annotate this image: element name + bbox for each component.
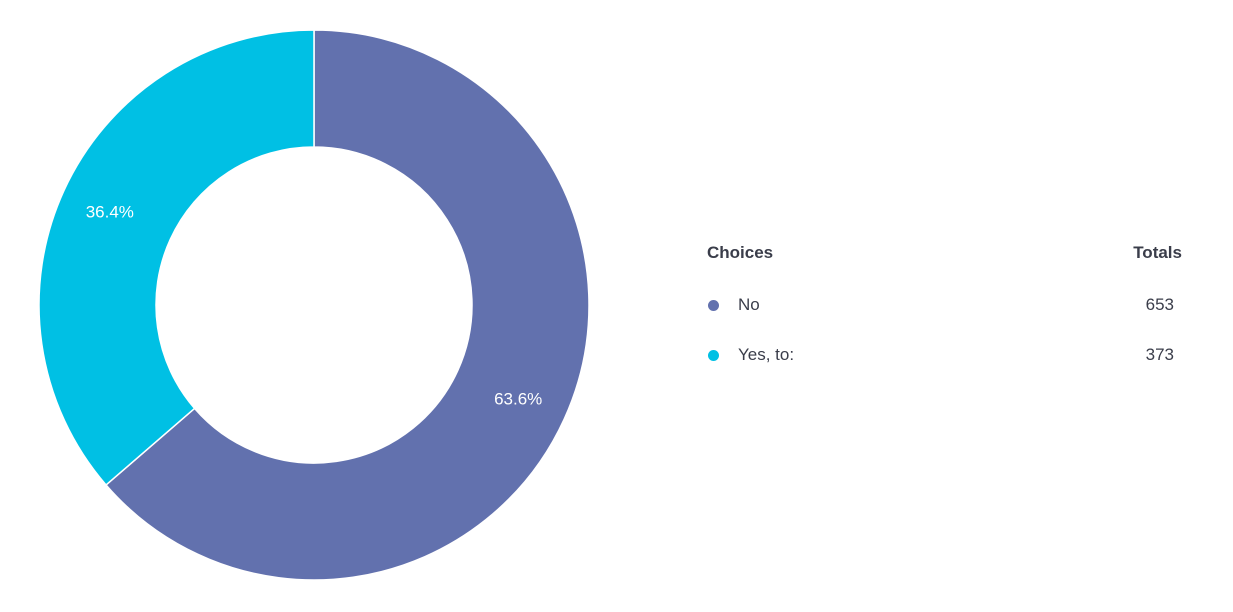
legend-rows: No 653 Yes, to: 373 <box>707 243 1185 364</box>
legend-dot-no <box>708 300 719 311</box>
legend-total-yes: 373 <box>1145 345 1174 364</box>
donut-slice-labels: 63.6% 36.4% <box>86 203 543 409</box>
donut-slice-yes <box>38 29 315 487</box>
legend-header: Choices Totals <box>707 243 1185 267</box>
slice-percent-label-no: 63.6% <box>494 389 542 408</box>
donut-slice-no <box>105 29 590 581</box>
legend-label-yes: Yes, to: <box>738 345 795 364</box>
donut-chart: 63.6% 36.4% <box>38 29 590 581</box>
donut-slices <box>38 29 590 581</box>
legend-totals-header: Totals <box>1133 243 1182 262</box>
legend-choices-header: Choices <box>707 243 774 262</box>
slice-percent-label-yes: 36.4% <box>86 203 134 222</box>
legend-item-no: No 653 <box>707 243 1185 314</box>
legend-item-yes: Yes, to: 373 <box>707 293 1185 364</box>
legend-label-no: No <box>738 295 760 314</box>
legend-total-no: 653 <box>1145 295 1174 314</box>
legend: Choices Totals No 653 Yes, to: 373 <box>707 243 1185 364</box>
legend-dot-yes <box>708 350 719 361</box>
